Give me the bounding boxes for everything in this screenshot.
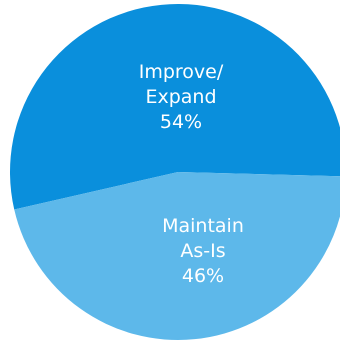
pie-slice-0: [10, 3, 340, 210]
pie-slice-label-1: Maintain As-Is 46%: [162, 215, 244, 287]
slice-name-line: As-Is: [180, 240, 225, 262]
pie-slice-label-0: Improve/Expand 54%: [139, 61, 224, 133]
slice-name-line: Improve/: [139, 61, 224, 83]
slice-percent-label: 54%: [160, 111, 202, 133]
slice-name-line: Maintain: [162, 215, 244, 237]
pie-labels: Improve/Expand 54% Maintain As-Is 46%: [139, 61, 244, 287]
pie-slices: [10, 3, 340, 340]
slice-percent-label: 46%: [182, 265, 224, 287]
slice-name-line: Expand: [145, 86, 216, 108]
pie-slice-1: [14, 172, 340, 340]
